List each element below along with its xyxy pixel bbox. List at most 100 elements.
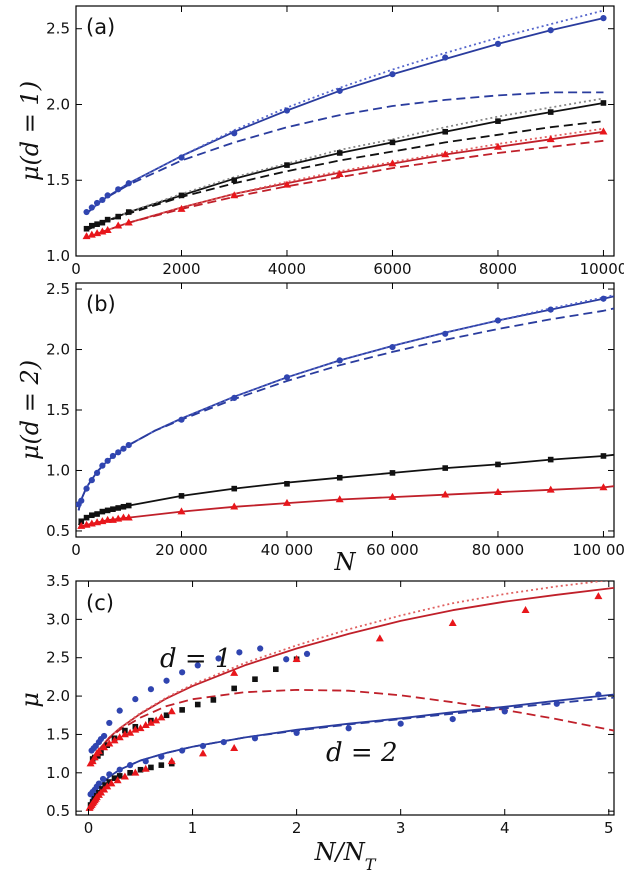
data-point-d1-red-markers (100, 743, 109, 751)
x-tick-label: 20 000 (155, 541, 208, 559)
data-point-d1-blue-markers (257, 645, 264, 652)
y-tick-label: 3.5 (46, 572, 70, 590)
data-point-d2-blue-markers (553, 700, 560, 707)
data-point-black-markers (99, 508, 106, 515)
data-point-black-markers (600, 453, 607, 459)
x-tick-label: 40 000 (261, 541, 314, 559)
panel-a: 0 2000 4000 6000 8000 10000 1.0 1.5 2.0 2.5 (a) μ… (16, 5, 624, 278)
data-point-black-markers (389, 139, 396, 146)
data-point-d1-red-markers (110, 736, 119, 744)
data-point-d1-black-markers (252, 676, 258, 683)
data-point-d2-red-markers (167, 757, 176, 765)
data-point-red-markers (493, 488, 502, 496)
panel-c-frame (75, 580, 615, 816)
data-point-d1-red-markers (88, 757, 97, 765)
panel-b-x-axis-label: N (334, 548, 357, 576)
y-tick-label: 2.5 (46, 649, 70, 667)
data-point-d2-black-markers (137, 766, 144, 773)
data-point-d1-blue-markers (215, 655, 222, 662)
data-point-blue-markers (389, 71, 396, 78)
data-point-blue-markers (104, 457, 111, 464)
data-point-d1-red-markers (594, 592, 603, 600)
data-point-black-markers (110, 506, 116, 512)
data-point-d2-blue-markers (142, 758, 149, 765)
data-point-d2-blue-markers (179, 747, 186, 754)
data-point-red-markers (282, 498, 291, 506)
y-tick-label: 2.5 (46, 280, 70, 298)
data-point-blue-markers (125, 441, 132, 449)
y-tick-label: 0.5 (46, 802, 70, 820)
x-tick-label: 4 (500, 819, 510, 837)
data-point-black-markers (284, 162, 290, 168)
series-line-blue-dotted (77, 294, 614, 511)
x-tick-label: 5 (604, 819, 614, 837)
data-point-black-markers (94, 511, 100, 517)
data-point-d2-red-markers (107, 779, 116, 787)
data-point-d2-black-markers (127, 770, 133, 776)
data-point-blue-markers (125, 180, 132, 187)
data-point-black-markers (83, 514, 90, 521)
data-point-blue-markers (93, 469, 101, 476)
series-line-red-dotted (86, 127, 604, 239)
series-line-blue-dashed (77, 307, 614, 511)
data-point-d2-blue-markers (99, 775, 107, 783)
data-point-red-markers (335, 169, 344, 177)
data-point-black-markers (125, 502, 132, 509)
data-point-red-markers (335, 495, 344, 503)
y-tick-label: 1.5 (46, 401, 70, 419)
data-point-d2-red-markers (113, 776, 122, 784)
data-point-d2-black-markers (116, 773, 123, 779)
series-line-blue-solid (77, 295, 614, 511)
panel-b-y-axis-label: μ(d = 2) (16, 360, 44, 460)
data-point-blue-markers (115, 449, 122, 456)
data-point-d1-blue-markers (283, 656, 290, 663)
data-point-black-markers (104, 216, 111, 223)
y-tick-label: 1.0 (46, 461, 70, 479)
data-point-d2-blue-markers (220, 739, 227, 746)
data-point-black-markers (104, 507, 111, 514)
data-point-blue-markers (99, 196, 106, 204)
data-point-blue-markers (494, 317, 502, 324)
data-point-red-markers (103, 515, 112, 523)
series-line-blue-dashed (85, 91, 604, 215)
x-tick-label: 2 (292, 819, 302, 837)
data-point-red-markers (230, 502, 239, 510)
data-point-d2-red-markers (103, 782, 112, 790)
data-point-d2-black-markers (111, 775, 118, 781)
data-point-d1-black-markers (179, 707, 185, 713)
data-point-d1-black-markers (210, 697, 217, 703)
data-point-red-markers (119, 513, 128, 521)
data-point-red-markers (546, 485, 555, 493)
data-point-red-markers (599, 483, 608, 491)
data-point-red-markers (124, 218, 133, 226)
data-point-d2-red-markers (198, 749, 207, 757)
panel-c-x-axis-label: N/NT (314, 838, 377, 874)
data-point-blue-markers (93, 199, 101, 207)
data-point-d1-black-markers (272, 666, 279, 673)
data-point-black-markers (178, 192, 185, 199)
data-point-d1-red-markers (115, 733, 124, 741)
y-tick-label: 2.5 (46, 20, 70, 38)
data-point-d1-red-markers (146, 718, 155, 726)
data-point-d2-black-markers (106, 779, 113, 785)
data-point-d1-red-markers (521, 605, 530, 613)
data-point-d2-red-markers (131, 768, 140, 776)
data-point-black-markers (178, 493, 185, 499)
data-point-black-markers (231, 485, 238, 492)
data-point-d2-blue-markers (127, 762, 134, 769)
data-point-d2-blue-markers (293, 729, 300, 737)
data-point-d1-red-markers (90, 753, 99, 761)
data-point-blue-markers (547, 306, 554, 313)
data-point-black-markers (495, 461, 501, 468)
data-point-blue-markers (88, 477, 95, 484)
data-point-black-markers (442, 128, 449, 135)
data-point-d1-blue-markers (100, 732, 108, 740)
y-tick-label: 1.0 (46, 764, 70, 782)
data-point-d2-blue-markers (449, 715, 456, 723)
series-line-d1-red-dashed (89, 689, 614, 766)
data-point-d2-blue-markers (95, 780, 102, 787)
data-point-d2-black-markers (102, 782, 108, 788)
x-tick-label: 8000 (479, 260, 517, 278)
data-point-d1-red-markers (157, 713, 166, 721)
panel-a-label: (a) (86, 15, 115, 39)
